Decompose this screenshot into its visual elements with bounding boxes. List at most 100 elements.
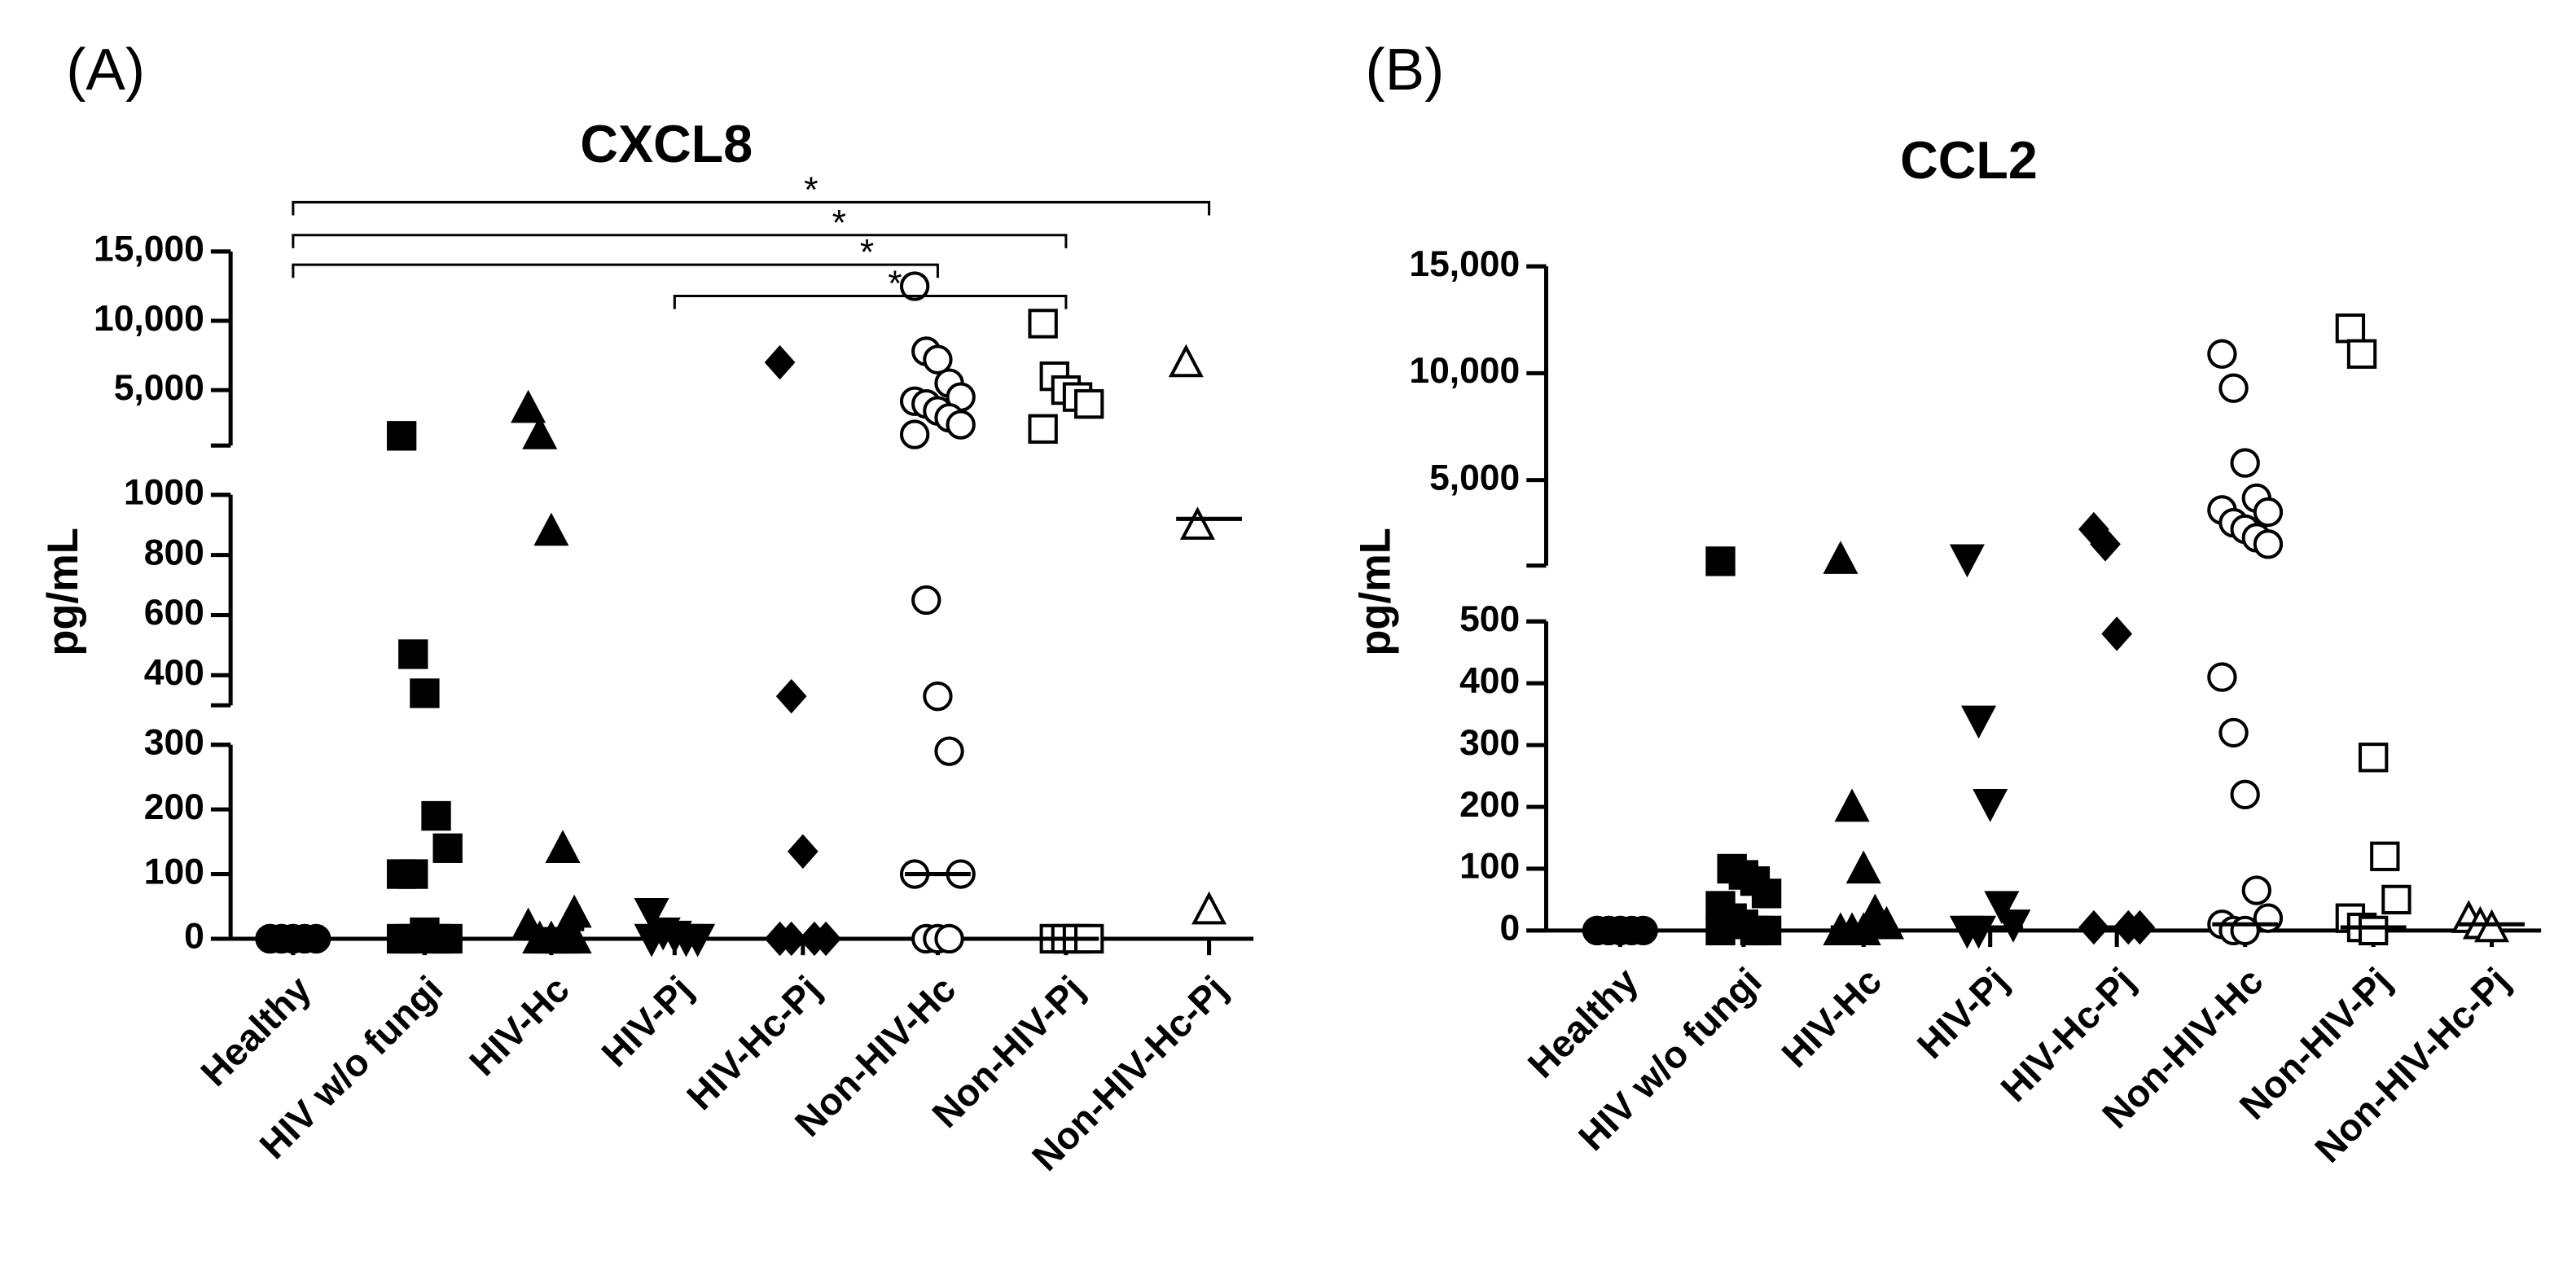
panel-label: (B): [1365, 37, 1444, 103]
point: [1961, 915, 1997, 949]
point: [511, 389, 546, 423]
point: [899, 271, 930, 301]
y-tick-label: 1000: [124, 473, 204, 513]
point: [1168, 344, 1204, 378]
point: [2370, 841, 2400, 871]
point: [1961, 705, 1997, 739]
y-tick-label: 300: [1459, 723, 1520, 763]
point: [775, 678, 807, 714]
significance-bracket: [292, 234, 1068, 248]
point: [2101, 616, 2133, 651]
significance-bracket: [292, 263, 939, 278]
point: [1845, 912, 1881, 946]
significance-label: *: [804, 170, 818, 210]
point: [1834, 788, 1870, 822]
point: [398, 639, 428, 669]
point: [1751, 879, 1782, 909]
point: [2381, 884, 2411, 915]
y-tick-label: 400: [144, 653, 204, 693]
point: [934, 736, 964, 766]
point: [2218, 373, 2249, 403]
point: [2359, 743, 2389, 773]
point: [421, 800, 451, 831]
y-tick-label: 10,000: [94, 299, 204, 339]
point: [634, 898, 669, 931]
y-axis-label: pg/mL: [39, 528, 87, 655]
point: [2241, 875, 2271, 905]
point: [934, 923, 964, 954]
point: [2218, 717, 2249, 748]
point: [432, 833, 463, 863]
y-tick-label: 200: [1459, 785, 1520, 825]
point: [911, 585, 941, 616]
y-tick-label: 5,000: [114, 368, 204, 408]
chart-title: CCL2: [1900, 131, 2038, 190]
y-tick-label: 600: [144, 593, 204, 633]
point: [410, 678, 440, 708]
point: [556, 920, 592, 954]
point: [1995, 909, 2031, 943]
significance-label: *: [888, 264, 902, 304]
point: [2359, 915, 2389, 946]
y-tick-label: 100: [144, 852, 204, 892]
point: [2253, 529, 2284, 559]
point: [2230, 448, 2260, 478]
x-tick-label: HIV-Hc: [461, 967, 577, 1084]
y-tick-label: 500: [1459, 599, 1520, 639]
y-tick-label: 300: [144, 722, 204, 762]
panel-label: (A): [66, 37, 145, 103]
point: [2335, 313, 2366, 344]
point: [1751, 915, 1782, 946]
chart-title: CXCL8: [580, 115, 753, 173]
point: [522, 416, 558, 449]
point: [2346, 339, 2377, 369]
significance-label: *: [832, 203, 846, 243]
y-tick-label: 800: [144, 532, 204, 572]
point: [2230, 915, 2260, 946]
point: [2090, 527, 2121, 562]
point: [1191, 891, 1227, 925]
point: [1973, 789, 2008, 822]
significance-bracket: [673, 294, 1068, 309]
point: [2253, 497, 2284, 528]
y-tick-label: 400: [1459, 661, 1520, 701]
point: [923, 681, 953, 712]
point: [680, 923, 716, 958]
x-tick-label: HIV-Pj: [594, 967, 701, 1075]
y-tick-label: 100: [1459, 847, 1520, 887]
point: [545, 830, 581, 863]
significance-label: *: [860, 233, 874, 273]
y-tick-label: 15,000: [94, 230, 204, 270]
point: [1868, 905, 1905, 940]
y-tick-label: 0: [1500, 909, 1521, 949]
point: [1028, 309, 1058, 339]
point: [899, 419, 930, 449]
point: [1179, 506, 1215, 540]
point: [946, 410, 976, 440]
point: [2207, 662, 2237, 692]
x-tick-label: Healthy: [1520, 959, 1647, 1086]
y-axis-label: pg/mL: [1351, 528, 1399, 655]
y-tick-label: 15,000: [1409, 244, 1520, 284]
point: [634, 923, 669, 958]
y-tick-label: 10,000: [1409, 351, 1520, 391]
point: [398, 859, 428, 889]
point: [787, 834, 818, 869]
point: [1074, 388, 1104, 419]
point: [1845, 850, 1881, 884]
y-tick-label: 5,000: [1429, 458, 1520, 497]
y-tick-label: 0: [184, 917, 204, 957]
point: [2474, 909, 2510, 943]
point: [1705, 546, 1736, 576]
point: [386, 421, 417, 451]
point: [2207, 339, 2237, 369]
point: [1984, 891, 2020, 924]
point: [1823, 541, 1858, 574]
x-tick-label: Healthy: [192, 967, 319, 1094]
y-tick-label: 200: [144, 787, 204, 827]
x-tick-label: HIV-Hc: [1774, 959, 1890, 1076]
point: [764, 344, 796, 380]
significance-bracket: [292, 200, 1211, 216]
